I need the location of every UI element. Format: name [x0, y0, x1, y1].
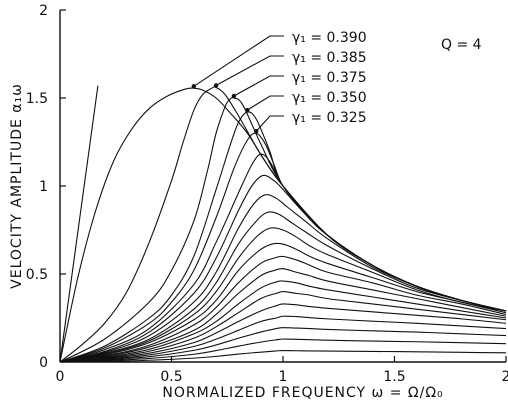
- series-line-7: [59, 174, 507, 363]
- q-value-label: Q = 4: [441, 37, 482, 53]
- annotation-label-1: γ₁ = 0.390: [292, 30, 367, 46]
- x-tick-label-4: 2: [502, 369, 508, 385]
- annotation-leader-2: [215, 55, 284, 86]
- series-line-12: [59, 255, 507, 363]
- x-tick-label-2: 1: [279, 369, 288, 385]
- annotation-label-2: γ₁ = 0.385: [292, 50, 367, 66]
- x-tick-label-3: 1.5: [383, 369, 405, 385]
- annotation-arrow-5: [254, 129, 259, 134]
- series-line-9: [59, 211, 507, 363]
- series-line-11: [59, 242, 507, 363]
- y-tick-label-1: 0.5: [26, 267, 48, 283]
- series-line-10: [59, 227, 507, 363]
- series-line-15: [59, 291, 507, 363]
- y-tick-label-2: 1: [39, 179, 48, 195]
- series-line-8: [59, 194, 507, 363]
- series-line-16: [59, 303, 507, 363]
- annotation-leader-3: [233, 75, 284, 97]
- series-line-6: [59, 153, 507, 363]
- x-tick-label-1: 0.5: [160, 369, 182, 385]
- annotation-arrow-4: [245, 107, 250, 113]
- series-line-20: [59, 350, 507, 363]
- annotation-label-4: γ₁ = 0.350: [292, 90, 367, 106]
- annotation-label-5: γ₁ = 0.325: [292, 110, 367, 126]
- reference-line-group: [59, 85, 99, 363]
- x-axis-label: NORMALIZED FREQUENCY ω = Ω/Ω₀: [162, 385, 443, 401]
- annotation-arrow-3: [231, 93, 237, 99]
- y-axis-label: VELOCITY AMPLITUDE α₁ω: [9, 83, 25, 289]
- y-tick-label-0: 0: [39, 355, 48, 371]
- annotation-arrow-1: [191, 84, 196, 89]
- x-tick-label-0: 0: [56, 369, 65, 385]
- series-line-17: [59, 315, 507, 363]
- y-tick-label-3: 1.5: [26, 91, 48, 107]
- ticks-group: 0 0.5 1 1.5 2 0 0.5 1 1.5 2: [26, 3, 508, 385]
- curves-group: [59, 86, 507, 363]
- series-line-14: [59, 280, 507, 363]
- annotation-leader-1: [193, 35, 284, 87]
- series-line-1: [59, 87, 507, 363]
- series-line-2: [59, 86, 507, 363]
- reference-line-1: [59, 85, 99, 363]
- annotation-label-3: γ₁ = 0.375: [292, 70, 367, 86]
- y-tick-label-4: 2: [39, 3, 48, 19]
- series-line-19: [59, 338, 507, 363]
- annotation-arrow-2: [213, 83, 219, 88]
- annotation-leader-4: [247, 95, 284, 111]
- series-line-18: [59, 327, 507, 363]
- annotation-leader-5: [255, 115, 284, 132]
- annotations-group: γ₁ = 0.390 γ₁ = 0.385 γ₁ = 0.375 γ₁ = 0.350…: [191, 30, 367, 134]
- series-line-13: [59, 268, 507, 363]
